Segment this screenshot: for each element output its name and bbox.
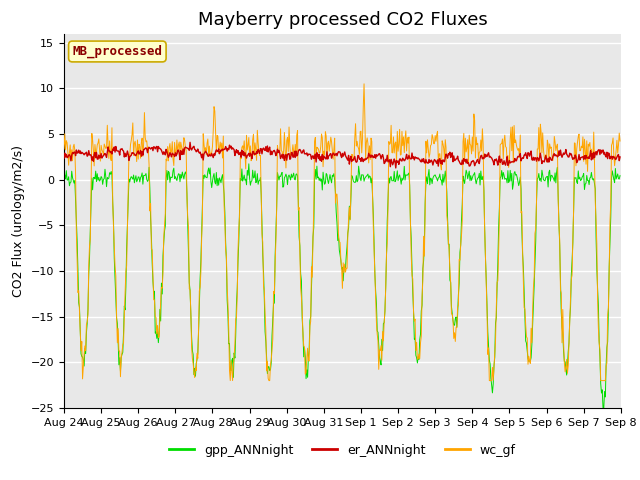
er_ANNnight — [616, 154, 624, 160]
Text: MB_processed: MB_processed — [72, 45, 163, 58]
Y-axis label: CO2 Flux (urology/m2/s): CO2 Flux (urology/m2/s) — [12, 145, 25, 297]
er_ANNnight — [186, 140, 194, 145]
wc_gf — [412, 316, 419, 322]
wc_gf — [184, 215, 191, 220]
er_ANNnight — [392, 165, 399, 171]
wc_gf — [60, 146, 68, 152]
gpp_ANNnight — [60, 173, 68, 179]
er_ANNnight — [214, 149, 221, 155]
er_ANNnight — [60, 156, 68, 161]
Legend: gpp_ANNnight, er_ANNnight, wc_gf: gpp_ANNnight, er_ANNnight, wc_gf — [164, 439, 520, 462]
Line: wc_gf: wc_gf — [64, 84, 620, 381]
gpp_ANNnight — [410, 336, 418, 342]
er_ANNnight — [127, 152, 135, 158]
wc_gf — [616, 138, 624, 144]
er_ANNnight — [428, 157, 435, 163]
gpp_ANNnight — [213, 183, 221, 189]
er_ANNnight — [184, 145, 191, 151]
gpp_ANNnight — [184, 220, 191, 226]
gpp_ANNnight — [599, 405, 607, 411]
Title: Mayberry processed CO2 Fluxes: Mayberry processed CO2 Fluxes — [198, 11, 487, 29]
wc_gf — [428, 142, 435, 147]
wc_gf — [227, 378, 234, 384]
Line: gpp_ANNnight: gpp_ANNnight — [64, 164, 620, 408]
wc_gf — [360, 81, 368, 87]
wc_gf — [70, 142, 78, 147]
Line: er_ANNnight: er_ANNnight — [64, 143, 620, 168]
gpp_ANNnight — [616, 173, 624, 179]
gpp_ANNnight — [245, 161, 253, 167]
wc_gf — [213, 132, 221, 138]
gpp_ANNnight — [127, 174, 135, 180]
gpp_ANNnight — [70, 180, 78, 186]
er_ANNnight — [70, 149, 78, 155]
er_ANNnight — [412, 154, 419, 160]
wc_gf — [127, 137, 135, 143]
gpp_ANNnight — [427, 175, 435, 181]
